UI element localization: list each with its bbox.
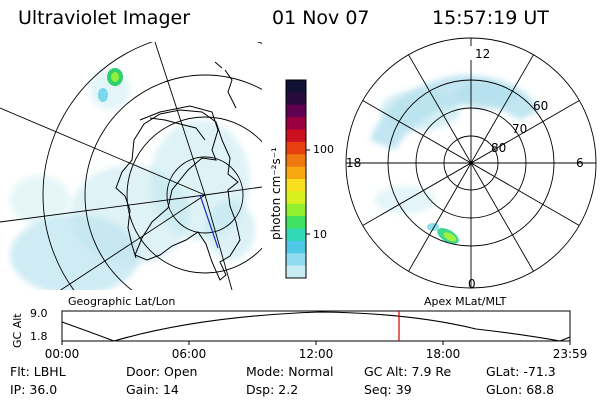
param-gain-label: Gain: — [126, 382, 159, 397]
colorbar-cell — [286, 179, 306, 192]
mlt-label-dusk: 18 — [346, 156, 361, 170]
param-glat-label: GLat: — [486, 364, 520, 379]
colorbar-tick-100: 100 — [313, 143, 334, 156]
param-dsp-value: 2.2 — [278, 382, 299, 397]
param-mode: Mode: Normal — [246, 365, 334, 379]
param-dsp-label: Dsp: — [246, 382, 275, 397]
param-seq-value: 39 — [395, 382, 412, 397]
param-mode-value: Normal — [288, 364, 334, 379]
xtick-1800: 18:00 — [426, 347, 461, 361]
colorbar-cell — [286, 117, 306, 131]
mlt-label-noon: 12 — [475, 47, 490, 61]
param-dsp: Dsp: 2.2 — [246, 383, 298, 397]
param-seq: Seq: 39 — [364, 383, 412, 397]
param-door-value: Open — [164, 364, 198, 379]
xtick-0000: 00:00 — [45, 347, 80, 361]
param-flt: Flt: LBHL — [10, 365, 66, 379]
latitude-circles — [42, 42, 262, 290]
altitude-curve — [61, 311, 571, 342]
param-glon: GLon: 68.8 — [486, 383, 554, 397]
mlat-label-70: 70 — [512, 122, 527, 136]
mlt-label-midnight: 0 — [468, 277, 476, 291]
mlat-label-80: 80 — [491, 141, 506, 155]
left-map-label: Geographic Lat/Lon — [68, 295, 175, 308]
colorbar-cell — [286, 166, 306, 180]
mlat-label-60: 60 — [533, 99, 548, 113]
header: Ultraviolet Imager 01 Nov 07 15:57:19 UT — [18, 7, 549, 29]
colorbar-cell — [286, 92, 306, 106]
mlt-label-dawn: 6 — [576, 156, 584, 170]
auroral-emission-left — [10, 70, 255, 290]
colorbar-gradient — [286, 80, 306, 279]
param-gc-alt: GC Alt: 7.9 Re — [364, 365, 451, 379]
colorbar: 100 10 photon cm⁻²s⁻¹ — [269, 79, 334, 279]
colorbar-cell — [286, 80, 306, 93]
colorbar-cell — [286, 228, 306, 242]
spacecraft-track — [199, 194, 219, 249]
param-flt-label: Flt: — [10, 364, 30, 379]
param-flt-value: LBHL — [33, 364, 66, 379]
altitude-ytick-top: 9.0 — [30, 307, 48, 320]
geographic-map — [0, 42, 262, 290]
auroral-emission-right — [370, 75, 540, 214]
continent-outline — [115, 61, 241, 281]
altitude-ylabel: GC Alt — [11, 313, 24, 348]
right-map-label: Apex MLat/MLT — [424, 295, 507, 308]
colorbar-unit-label: photon cm⁻²s⁻¹ — [269, 147, 283, 240]
observation-time: 15:57:19 UT — [432, 7, 549, 29]
param-seq-label: Seq: — [364, 382, 392, 397]
bright-spot-right — [427, 223, 459, 244]
param-door-label: Door: — [126, 364, 161, 379]
observation-date: 01 Nov 07 — [272, 7, 370, 29]
altitude-plot: GC Alt 9.0 1.8 00:00 06:00 12:00 18:00 2… — [11, 307, 587, 361]
param-gc-alt-value: 7.9 Re — [411, 364, 452, 379]
colorbar-cell — [286, 253, 306, 267]
xtick-0600: 06:00 — [172, 347, 207, 361]
colorbar-cell — [286, 129, 306, 143]
param-door: Door: Open — [126, 365, 197, 379]
colorbar-cell — [286, 216, 306, 230]
param-ip: IP: 36.0 — [10, 383, 57, 397]
param-glat: GLat: -71.3 — [486, 365, 556, 379]
colorbar-cell — [286, 191, 306, 205]
instrument-title: Ultraviolet Imager — [18, 7, 190, 29]
colorbar-tick-10: 10 — [313, 228, 327, 241]
magnetic-polar-map: 12 18 6 0 60 70 80 — [345, 37, 597, 291]
xtick-1200: 12:00 — [299, 347, 334, 361]
colorbar-cell — [286, 203, 306, 217]
altitude-ytick-bottom: 1.8 — [30, 330, 48, 343]
longitude-lines — [0, 42, 262, 290]
param-gain-value: 14 — [162, 382, 179, 397]
mlt-lines — [346, 38, 596, 288]
xtick-2359: 23:59 — [553, 347, 588, 361]
colorbar-cell — [286, 265, 306, 279]
param-ip-value: 36.0 — [29, 382, 58, 397]
param-mode-label: Mode: — [246, 364, 285, 379]
param-glon-value: 68.8 — [526, 382, 555, 397]
param-gain: Gain: 14 — [126, 383, 179, 397]
colorbar-cell — [286, 104, 306, 118]
colorbar-cell — [286, 154, 306, 168]
param-ip-label: IP: — [10, 382, 26, 397]
param-gc-alt-label: GC Alt: — [364, 364, 408, 379]
colorbar-cell — [286, 141, 306, 155]
colorbar-cell — [286, 240, 306, 254]
bright-spot-left — [98, 68, 123, 102]
param-glon-label: GLon: — [486, 382, 523, 397]
param-glat-value: -71.3 — [523, 364, 556, 379]
